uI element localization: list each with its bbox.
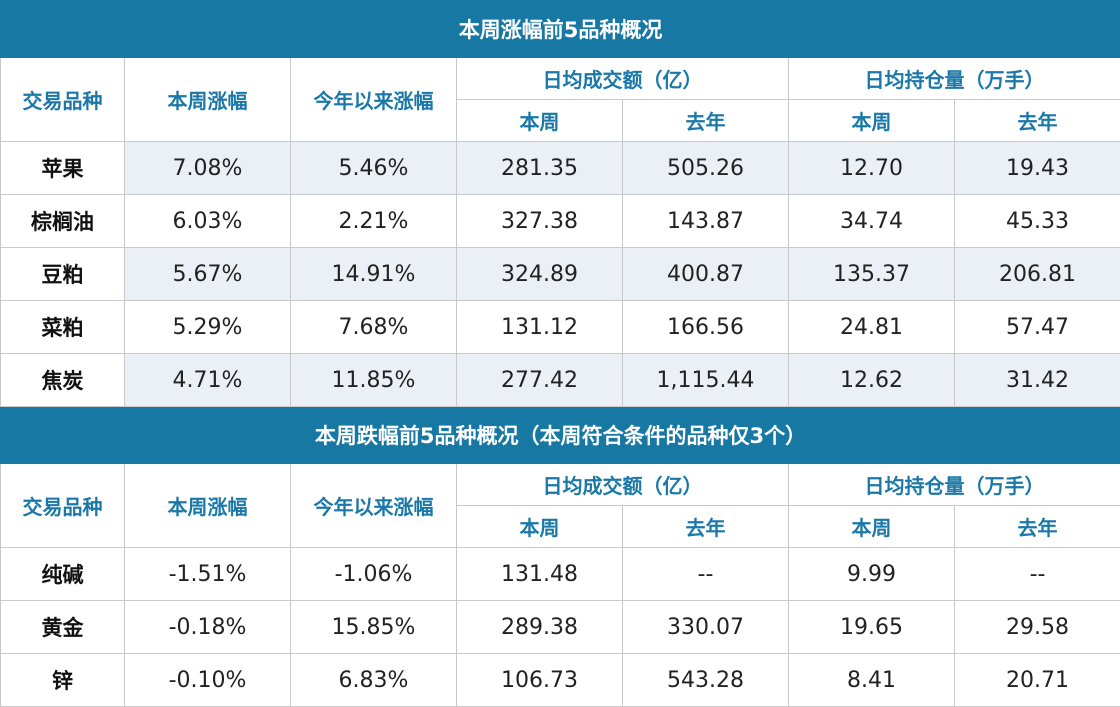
- col-header-oi-last-year: 去年: [955, 506, 1120, 548]
- cell-variety: 菜粕: [1, 301, 125, 354]
- cell-oi-this-week: 24.81: [789, 301, 955, 354]
- cell-volume-this-week: 106.73: [457, 654, 623, 707]
- cell-volume-last-year: 1,115.44: [623, 354, 789, 407]
- table-row: 锌 -0.10% 6.83% 106.73 543.28 8.41 20.71: [1, 654, 1120, 707]
- col-header-ytd-change: 今年以来涨幅: [291, 58, 457, 142]
- col-header-volume-last-year: 去年: [623, 100, 789, 142]
- col-header-variety: 交易品种: [1, 58, 125, 142]
- cell-volume-this-week: 289.38: [457, 601, 623, 654]
- cell-oi-this-week: 19.65: [789, 601, 955, 654]
- cell-oi-last-year: 31.42: [955, 354, 1120, 407]
- cell-weekly-change: -1.51%: [125, 548, 291, 601]
- col-header-oi-this-week: 本周: [789, 506, 955, 548]
- col-header-volume-this-week: 本周: [457, 506, 623, 548]
- col-header-avg-oi: 日均持仓量（万手）: [789, 58, 1120, 100]
- col-header-avg-volume: 日均成交额（亿）: [457, 464, 789, 506]
- cell-volume-last-year: 400.87: [623, 248, 789, 301]
- cell-weekly-change: 6.03%: [125, 195, 291, 248]
- cell-weekly-change: 5.29%: [125, 301, 291, 354]
- cell-weekly-change: -0.18%: [125, 601, 291, 654]
- cell-weekly-change: 5.67%: [125, 248, 291, 301]
- table-row: 豆粕 5.67% 14.91% 324.89 400.87 135.37 206…: [1, 248, 1120, 301]
- col-header-volume-this-week: 本周: [457, 100, 623, 142]
- col-header-volume-last-year: 去年: [623, 506, 789, 548]
- col-header-oi-last-year: 去年: [955, 100, 1120, 142]
- cell-ytd-change: 15.85%: [291, 601, 457, 654]
- table-row: 黄金 -0.18% 15.85% 289.38 330.07 19.65 29.…: [1, 601, 1120, 654]
- table-row: 菜粕 5.29% 7.68% 131.12 166.56 24.81 57.47: [1, 301, 1120, 354]
- cell-oi-this-week: 9.99: [789, 548, 955, 601]
- col-header-weekly-change: 本周涨幅: [125, 58, 291, 142]
- cell-volume-this-week: 131.12: [457, 301, 623, 354]
- cell-variety: 焦炭: [1, 354, 125, 407]
- cell-volume-last-year: 143.87: [623, 195, 789, 248]
- cell-volume-this-week: 327.38: [457, 195, 623, 248]
- cell-weekly-change: 4.71%: [125, 354, 291, 407]
- top-section-title: 本周涨幅前5品种概况: [1, 1, 1120, 58]
- cell-volume-last-year: --: [623, 548, 789, 601]
- cell-oi-this-week: 8.41: [789, 654, 955, 707]
- cell-oi-last-year: 57.47: [955, 301, 1120, 354]
- cell-ytd-change: -1.06%: [291, 548, 457, 601]
- table-row: 纯碱 -1.51% -1.06% 131.48 -- 9.99 --: [1, 548, 1120, 601]
- cell-weekly-change: 7.08%: [125, 142, 291, 195]
- cell-variety: 纯碱: [1, 548, 125, 601]
- col-header-avg-oi: 日均持仓量（万手）: [789, 464, 1120, 506]
- cell-variety: 豆粕: [1, 248, 125, 301]
- cell-variety: 棕榈油: [1, 195, 125, 248]
- col-header-oi-this-week: 本周: [789, 100, 955, 142]
- cell-oi-this-week: 12.70: [789, 142, 955, 195]
- cell-oi-this-week: 135.37: [789, 248, 955, 301]
- cell-weekly-change: -0.10%: [125, 654, 291, 707]
- cell-volume-this-week: 277.42: [457, 354, 623, 407]
- table-row: 棕榈油 6.03% 2.21% 327.38 143.87 34.74 45.3…: [1, 195, 1120, 248]
- cell-oi-last-year: 206.81: [955, 248, 1120, 301]
- cell-oi-last-year: --: [955, 548, 1120, 601]
- cell-ytd-change: 2.21%: [291, 195, 457, 248]
- cell-oi-this-week: 34.74: [789, 195, 955, 248]
- cell-oi-this-week: 12.62: [789, 354, 955, 407]
- cell-variety: 黄金: [1, 601, 125, 654]
- cell-volume-this-week: 131.48: [457, 548, 623, 601]
- cell-volume-last-year: 330.07: [623, 601, 789, 654]
- cell-oi-last-year: 29.58: [955, 601, 1120, 654]
- cell-oi-last-year: 20.71: [955, 654, 1120, 707]
- cell-oi-last-year: 45.33: [955, 195, 1120, 248]
- table-row: 苹果 7.08% 5.46% 281.35 505.26 12.70 19.43: [1, 142, 1120, 195]
- cell-oi-last-year: 19.43: [955, 142, 1120, 195]
- col-header-ytd-change: 今年以来涨幅: [291, 464, 457, 548]
- table-row: 焦炭 4.71% 11.85% 277.42 1,115.44 12.62 31…: [1, 354, 1120, 407]
- cell-ytd-change: 5.46%: [291, 142, 457, 195]
- col-header-variety: 交易品种: [1, 464, 125, 548]
- cell-variety: 苹果: [1, 142, 125, 195]
- cell-volume-last-year: 505.26: [623, 142, 789, 195]
- cell-ytd-change: 14.91%: [291, 248, 457, 301]
- col-header-weekly-change: 本周涨幅: [125, 464, 291, 548]
- bottom-section-title: 本周跌幅前5品种概况（本周符合条件的品种仅3个）: [1, 407, 1120, 464]
- cell-volume-this-week: 324.89: [457, 248, 623, 301]
- cell-ytd-change: 6.83%: [291, 654, 457, 707]
- cell-variety: 锌: [1, 654, 125, 707]
- cell-volume-last-year: 543.28: [623, 654, 789, 707]
- cell-ytd-change: 7.68%: [291, 301, 457, 354]
- cell-volume-this-week: 281.35: [457, 142, 623, 195]
- cell-ytd-change: 11.85%: [291, 354, 457, 407]
- col-header-avg-volume: 日均成交额（亿）: [457, 58, 789, 100]
- cell-volume-last-year: 166.56: [623, 301, 789, 354]
